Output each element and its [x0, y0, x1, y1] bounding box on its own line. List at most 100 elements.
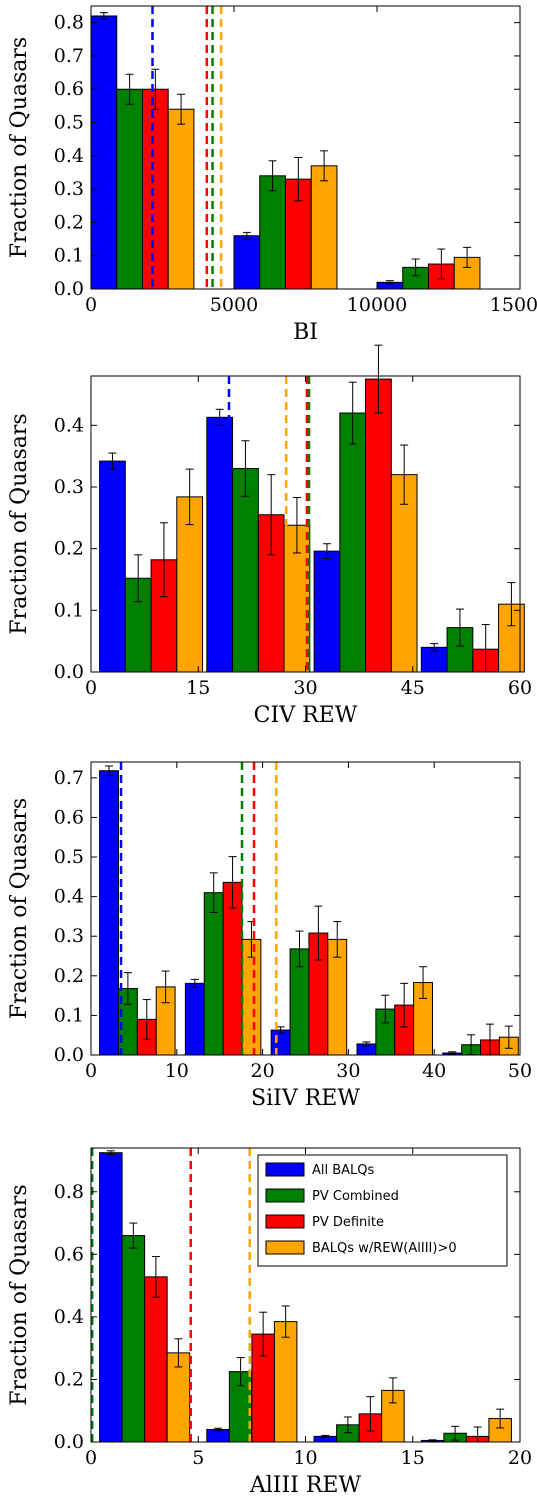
x-tick-label: 10 [293, 1447, 317, 1469]
series-pv-definite [141, 68, 455, 290]
bar [99, 1152, 123, 1443]
y-tick-label: 0.5 [54, 112, 84, 134]
series-balqs-w-rew-aliii-0 [167, 93, 481, 290]
series-pv-definite [144, 1256, 490, 1443]
bar [206, 1428, 230, 1443]
y-tick-label: 0.7 [54, 45, 84, 67]
y-tick-label: 0.8 [54, 1181, 84, 1203]
x-tick-label: 20 [251, 1060, 275, 1082]
bar [259, 175, 286, 290]
y-tick-label: 0.4 [54, 145, 84, 167]
x-tick-label: 20 [508, 1447, 532, 1469]
x-tick-label: 40 [422, 1060, 446, 1082]
y-tick-label: 0.4 [54, 414, 84, 436]
bar [273, 1321, 298, 1443]
bar [184, 982, 205, 1056]
series-balqs-w-rew-aliii-0 [176, 444, 525, 673]
y-tick-label: 0.2 [54, 538, 84, 560]
bar [121, 1235, 146, 1443]
bar [203, 892, 224, 1056]
x-tick-label: 5000 [210, 294, 258, 316]
series-pv-combined [117, 872, 482, 1056]
y-axis-label: Fraction of Quasars [7, 413, 32, 634]
y-tick-label: 0.0 [54, 661, 84, 683]
x-tick-label: 0 [85, 1060, 97, 1082]
x-tick-label: 50 [508, 1060, 532, 1082]
bar [167, 108, 195, 290]
y-tick-label: 0.1 [54, 245, 84, 267]
bar [232, 468, 259, 673]
x-tick-label: 10 [165, 1060, 189, 1082]
x-tick-label: 30 [336, 1060, 360, 1082]
bar [144, 1276, 168, 1443]
bar [365, 378, 392, 673]
bar [313, 550, 341, 673]
y-tick-label: 0.4 [54, 1306, 84, 1328]
x-tick-label: 0 [85, 1447, 97, 1469]
x-tick-label: 45 [401, 677, 425, 699]
y-tick-label: 0.0 [54, 1044, 84, 1066]
series-all-balqs [90, 12, 404, 290]
y-tick-label: 0.5 [54, 846, 84, 868]
bar [390, 474, 418, 673]
y-tick-label: 0.2 [54, 1368, 84, 1390]
y-axis-label: Fraction of Quasars [7, 37, 32, 258]
bar [141, 88, 169, 290]
y-tick-label: 0.6 [54, 78, 84, 100]
legend-swatch-pv-definite [265, 1214, 305, 1229]
y-tick-label: 0.8 [54, 12, 84, 34]
y-tick-label: 0.6 [54, 1243, 84, 1265]
bar [116, 88, 143, 290]
x-axis-label: SiIV REW [251, 1086, 360, 1111]
siiv-rew-histogram-panel: 0 10 20 30 40 50 0.0 0.1 0.2 0.3 0.4 0.5 0.6 0.7 SiIV … [7, 761, 532, 1111]
y-tick-label: 0.0 [54, 278, 84, 300]
series-pv-combined [124, 381, 474, 673]
x-tick-label: 15 [401, 1447, 425, 1469]
y-tick-label: 0.1 [54, 599, 84, 621]
x-axis-label: AlIII REW [249, 1473, 362, 1498]
y-tick-label: 0.3 [54, 476, 84, 498]
aliii-rew-histogram-panel: 0 5 10 15 20 0.0 0.2 0.4 0.6 0.8 AlIII REW Fraction… [7, 1147, 532, 1498]
legend: All BALQs PV Combined PV Definite BALQs … [257, 1154, 508, 1267]
y-tick-label: 0.2 [54, 965, 84, 987]
y-tick-label: 0.4 [54, 886, 84, 908]
legend-swatch-pv-combined [265, 1188, 305, 1203]
y-axis-label: Fraction of Quasars [7, 1184, 32, 1405]
legend-label-all-balqs: All BALQs [312, 1163, 375, 1178]
x-axis-label: CIV REW [254, 703, 358, 728]
plot-frame [90, 761, 521, 1056]
y-tick-label: 0.7 [54, 767, 84, 789]
legend-label-pv-combined: PV Combined [312, 1189, 399, 1204]
civ-rew-histogram-panel: 0 15 30 45 60 0.0 0.1 0.2 0.3 0.4 CIV REW Fraction … [7, 344, 532, 728]
bar [99, 460, 126, 673]
y-axis-label: Fraction of Quasars [7, 798, 32, 1019]
bar [270, 1029, 291, 1056]
y-tick-label: 0.2 [54, 211, 84, 233]
bar [99, 770, 119, 1056]
x-axis-label: BI [293, 320, 318, 345]
bar [90, 15, 118, 290]
x-tick-label: 60 [508, 677, 532, 699]
bar [339, 412, 367, 673]
series-pv-combined [116, 73, 429, 290]
y-tick-label: 0.1 [54, 1004, 84, 1026]
x-tick-label: 0 [85, 294, 97, 316]
y-tick-label: 0.0 [54, 1431, 84, 1453]
x-tick-label: 30 [293, 677, 317, 699]
bar [233, 235, 261, 290]
plot-frame [90, 5, 521, 290]
series-balqs-w-rew-aliii-0 [166, 1305, 512, 1443]
y-tick-label: 0.6 [54, 806, 84, 828]
series-balqs-w-rew-aliii-0 [155, 921, 519, 1056]
x-tick-label: 15 [186, 677, 210, 699]
legend-label-rew-aliii: BALQs w/REW(AlIII)>0 [312, 1241, 457, 1256]
x-tick-label: 10000 [347, 294, 407, 316]
legend-swatch-rew-aliii [265, 1240, 305, 1255]
legend-swatch-all-balqs [265, 1162, 305, 1177]
legend-label-pv-definite: PV Definite [312, 1215, 384, 1230]
x-tick-label: 5 [192, 1447, 204, 1469]
x-tick-label: 0 [85, 677, 97, 699]
